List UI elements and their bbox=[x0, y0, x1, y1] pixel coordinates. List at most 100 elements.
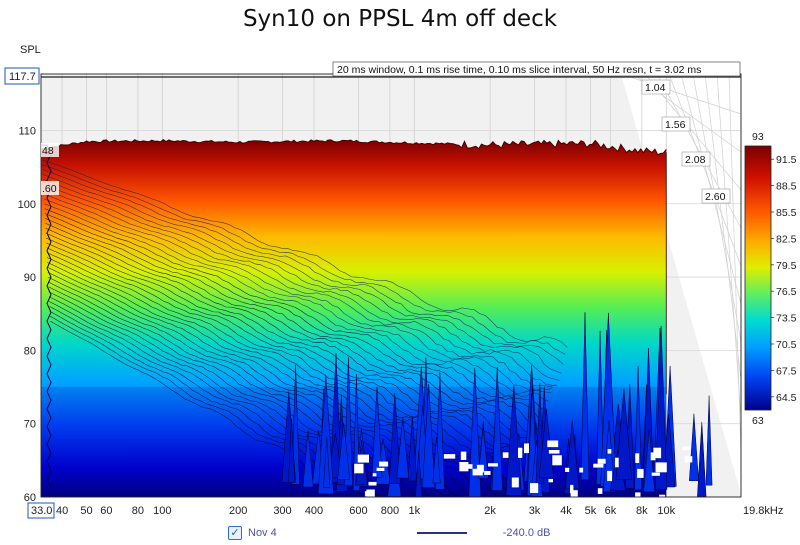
surface-gap bbox=[357, 454, 369, 463]
hf-ridge bbox=[643, 428, 656, 493]
decay-slice-line bbox=[45, 232, 535, 445]
info-text: 20 ms window, 0.1 ms rise time, 0.10 ms … bbox=[337, 64, 701, 76]
time-tick-box bbox=[641, 79, 671, 95]
colorbar-tick-label: 79.5 bbox=[776, 260, 797, 272]
y-max-label: 117.7 bbox=[9, 71, 36, 83]
surface-gap bbox=[484, 471, 491, 475]
colorbar-tick-label: 73.5 bbox=[776, 313, 797, 325]
surface-gap bbox=[524, 443, 529, 454]
x-tick-label: 80 bbox=[132, 505, 144, 517]
surface-gap bbox=[607, 470, 613, 482]
depth-grid-line bbox=[668, 73, 742, 267]
hf-ridge bbox=[491, 366, 503, 491]
surface-gap bbox=[607, 449, 612, 454]
hf-ridge bbox=[337, 422, 351, 480]
decay-slice-line bbox=[49, 315, 473, 497]
side-label-box bbox=[41, 181, 59, 195]
time-tick-label: 1.56 bbox=[665, 119, 686, 131]
x-tick-label: 50 bbox=[80, 505, 92, 517]
decay-slice-line bbox=[46, 242, 529, 449]
decay-slice-line bbox=[49, 306, 483, 497]
colorbar-tick-label: 70.5 bbox=[776, 339, 797, 351]
surface-gap bbox=[476, 464, 484, 473]
surface-gap bbox=[597, 488, 603, 494]
colorbar-tick-label: 82.5 bbox=[776, 233, 797, 245]
hf-ridge bbox=[407, 417, 417, 482]
x-tick-label: 2k bbox=[484, 505, 496, 517]
y-tick-label: 100 bbox=[18, 199, 36, 211]
y-max-box bbox=[4, 67, 40, 85]
x-tick-label: 3k bbox=[529, 505, 541, 517]
x-tick-label: 200 bbox=[229, 505, 247, 517]
surface-gap bbox=[635, 453, 640, 463]
surface-gap bbox=[548, 478, 553, 483]
surface-gap bbox=[682, 446, 691, 451]
floor-label: -240.0 dB bbox=[502, 527, 551, 539]
surface-gap bbox=[459, 462, 469, 472]
time-tick-label: 2.60 bbox=[705, 191, 726, 203]
surface-gap bbox=[368, 481, 377, 486]
info-box bbox=[332, 61, 741, 77]
series-checkbox[interactable]: ✓ bbox=[228, 526, 242, 540]
hf-ridge bbox=[389, 392, 401, 484]
side-label: .60 bbox=[42, 183, 57, 195]
decay-slice-line bbox=[44, 198, 552, 394]
surface-gap bbox=[354, 463, 364, 474]
surface-gap bbox=[651, 472, 660, 476]
surface-gap bbox=[372, 473, 377, 477]
hf-ridge bbox=[371, 386, 383, 478]
x-tick-label: 600 bbox=[349, 505, 367, 517]
y-tick-label: 90 bbox=[24, 272, 36, 284]
surface-gap bbox=[579, 467, 584, 473]
y-tick-label: 110 bbox=[18, 125, 36, 137]
colorbar-tick-label: 64.5 bbox=[776, 392, 797, 404]
colorbar-tick-label: 88.5 bbox=[776, 181, 797, 193]
surface-gap bbox=[364, 491, 371, 497]
decay-slice-line bbox=[49, 311, 478, 497]
y-tick-label: 60 bbox=[24, 492, 36, 504]
hf-ridge bbox=[705, 395, 713, 486]
hf-ridge bbox=[288, 418, 296, 483]
surface-gap bbox=[547, 440, 559, 448]
decay-slice-line bbox=[44, 213, 545, 424]
surface-gap bbox=[655, 462, 667, 473]
hf-ridge bbox=[697, 421, 707, 497]
surface-gap bbox=[653, 447, 662, 459]
x-tick-label: 4k bbox=[560, 505, 572, 517]
surface-gap bbox=[597, 458, 606, 464]
hf-ridge bbox=[422, 384, 436, 489]
decay-slice-line bbox=[43, 188, 556, 388]
time-tick-label: 1.04 bbox=[645, 82, 666, 94]
surface-gap bbox=[615, 457, 619, 468]
x-min-label: 33.0 bbox=[31, 505, 52, 517]
series-line-swatch bbox=[416, 532, 467, 534]
decay-slice-line bbox=[43, 179, 560, 381]
hf-ridge bbox=[580, 312, 590, 481]
decay-slice-line bbox=[43, 193, 554, 392]
surface-gap bbox=[488, 463, 498, 467]
x-tick-label: 8k bbox=[636, 505, 648, 517]
x-tick-label: 19.8kHz bbox=[743, 505, 783, 517]
front-slice-line bbox=[41, 139, 667, 156]
surface-gap bbox=[593, 463, 604, 468]
x-min-box bbox=[27, 502, 55, 519]
depth-grid-line bbox=[692, 73, 742, 343]
decay-slice-line bbox=[45, 227, 538, 443]
surface-gap bbox=[463, 464, 473, 469]
x-tick-label: 10k bbox=[657, 505, 675, 517]
surface-gap bbox=[570, 490, 578, 497]
time-tick-box bbox=[701, 188, 731, 204]
hf-ridge bbox=[505, 385, 522, 496]
hf-ridge bbox=[302, 430, 314, 488]
x-tick-label: 400 bbox=[305, 505, 323, 517]
decay-slice-line bbox=[42, 164, 566, 355]
colorbar-tick-label: 67.5 bbox=[776, 365, 797, 377]
surface-gap bbox=[659, 494, 666, 497]
surface-gap bbox=[548, 450, 560, 454]
decay-slice-line bbox=[42, 169, 564, 365]
hf-ridge bbox=[596, 330, 605, 485]
x-tick-label: 100 bbox=[153, 505, 171, 517]
decay-slice-line bbox=[42, 174, 562, 374]
time-tick-box bbox=[681, 151, 711, 167]
y-tick-label: 70 bbox=[24, 419, 36, 431]
